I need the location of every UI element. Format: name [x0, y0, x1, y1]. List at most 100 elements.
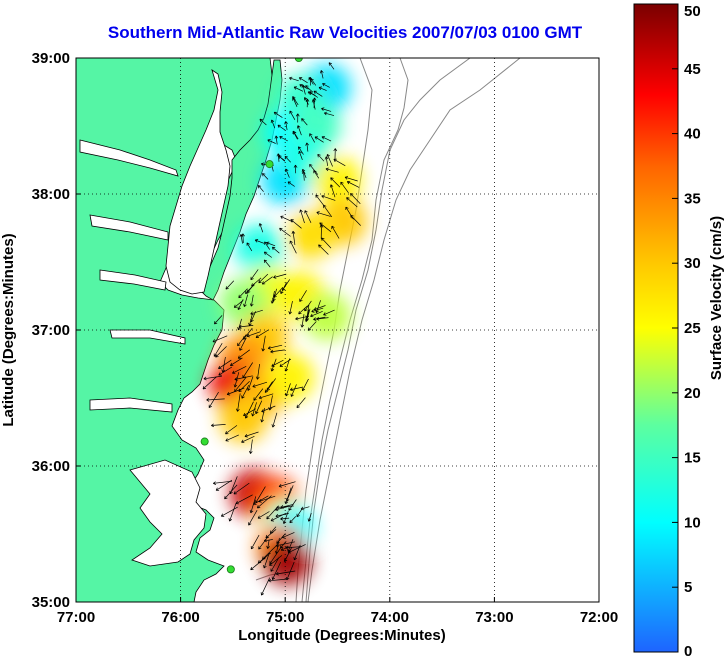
velocity-arrow	[290, 384, 297, 397]
velocity-arrow	[248, 314, 253, 326]
velocity-arrow	[313, 316, 326, 321]
velocity-arrow	[292, 130, 298, 140]
velocity-arrow	[237, 349, 251, 359]
velocity-arrow	[285, 383, 291, 397]
river-west-3	[99, 269, 167, 291]
chesapeake-bay	[165, 69, 231, 295]
velocity-arrow	[218, 359, 232, 370]
velocity-arrow	[215, 479, 233, 491]
velocity-arrow	[340, 181, 349, 194]
station-marker	[200, 437, 209, 446]
velocity-arrow	[229, 357, 243, 366]
velocity-arrow	[309, 163, 319, 175]
velocity-arrow	[228, 503, 237, 522]
velocity-arrow	[282, 279, 290, 291]
velocity-arrow	[234, 377, 247, 393]
contour-3	[305, 58, 471, 602]
velocity-arrow	[315, 194, 325, 207]
velocity-arrow	[249, 294, 254, 307]
velocity-arrow	[289, 76, 299, 82]
velocity-arrow	[268, 578, 288, 583]
y-tick-label: 38:00	[32, 186, 70, 203]
velocity-cell	[287, 210, 336, 259]
river-west-2	[89, 214, 169, 241]
velocity-arrow	[263, 259, 271, 268]
velocity-arrow	[271, 561, 282, 580]
land-delmarva	[199, 59, 283, 301]
velocity-arrow	[263, 251, 273, 258]
velocity-arrow	[235, 393, 241, 412]
velocity-arrow	[225, 434, 239, 442]
velocity-cell	[266, 353, 315, 402]
velocity-arrow	[255, 400, 263, 415]
velocity-cell	[313, 156, 362, 205]
velocity-arrow	[305, 98, 310, 108]
velocity-arrow	[305, 85, 314, 93]
station-marker	[265, 160, 274, 169]
velocity-arrow	[246, 331, 261, 338]
colorbar-tick-label: 20	[684, 385, 701, 402]
y-tick-label: 36:00	[32, 458, 70, 475]
velocity-arrow	[262, 173, 269, 180]
velocity-arrow	[313, 90, 323, 97]
x-axis-label: Longitude (Degrees:Minutes)	[238, 627, 446, 644]
velocity-arrow	[322, 82, 330, 88]
velocity-arrow	[287, 181, 295, 187]
grid-lines	[76, 58, 599, 602]
velocity-arrow	[232, 365, 247, 374]
velocity-arrow	[266, 539, 270, 549]
velocity-arrow	[271, 246, 280, 254]
velocity-arrow	[296, 509, 302, 518]
velocity-arrow	[346, 197, 358, 208]
velocity-arrow	[270, 358, 277, 372]
velocity-arrow	[250, 557, 266, 571]
velocity-arrow	[270, 349, 285, 354]
velocity-arrow	[304, 300, 312, 312]
velocity-arrow	[300, 314, 305, 328]
colorbar-tick-label: 25	[684, 320, 701, 337]
colorbar: 0 5 10 15 20 25 30 35 40 45 50 Surface Velocity (c…	[633, 3, 724, 659]
velocity-arrow	[330, 177, 341, 188]
velocity-arrow	[346, 180, 360, 188]
velocity-cell	[219, 394, 268, 443]
velocity-arrow	[266, 241, 276, 247]
velocity-arrow	[325, 167, 339, 173]
velocity-arrow	[212, 335, 228, 343]
velocity-arrow	[305, 142, 309, 152]
x-tick-label: 77:00	[57, 609, 95, 626]
colorbar-ticks: 0 5 10 15 20 25 30 35 40 45 50	[672, 3, 701, 659]
velocity-arrow	[290, 219, 302, 229]
velocity-arrow	[299, 209, 305, 224]
velocity-arrow	[323, 111, 335, 116]
velocity-arrow	[301, 171, 306, 181]
velocity-arrow	[296, 125, 302, 136]
velocity-arrow	[273, 287, 284, 298]
velocity-arrow	[288, 301, 293, 315]
velocity-arrow	[317, 153, 325, 162]
velocity-arrow	[261, 335, 266, 352]
velocity-arrow	[289, 110, 296, 120]
velocity-arrow	[311, 307, 324, 313]
velocity-arrow	[331, 225, 340, 239]
velocity-arrow	[319, 222, 332, 233]
velocity-arrow	[289, 240, 297, 254]
colorbar-tick-label: 15	[684, 450, 701, 467]
velocity-arrow	[241, 233, 245, 244]
velocity-arrow	[345, 206, 354, 220]
y-tick-label: 35:00	[32, 594, 70, 611]
velocity-arrow	[270, 557, 280, 572]
velocity-arrow	[255, 363, 260, 380]
velocity-arrows	[202, 62, 361, 596]
velocity-arrow	[211, 423, 226, 428]
velocity-arrow	[262, 545, 277, 560]
velocity-arrow	[298, 150, 303, 161]
velocity-arrow	[250, 269, 259, 281]
velocity-arrow	[298, 77, 308, 84]
river-south	[89, 397, 173, 413]
velocity-arrow	[321, 107, 332, 112]
velocity-arrow	[206, 398, 225, 402]
velocity-arrow	[278, 481, 296, 488]
velocity-arrow	[263, 552, 270, 569]
x-tick-label: 75:00	[266, 609, 304, 626]
velocity-arrow	[270, 290, 275, 304]
